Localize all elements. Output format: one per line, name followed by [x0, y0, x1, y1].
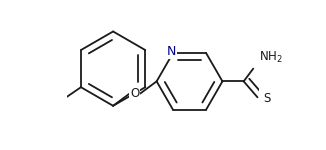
Text: S: S — [263, 92, 270, 105]
Text: N: N — [166, 45, 176, 58]
Text: O: O — [130, 87, 140, 100]
Text: NH$_2$: NH$_2$ — [259, 50, 282, 65]
